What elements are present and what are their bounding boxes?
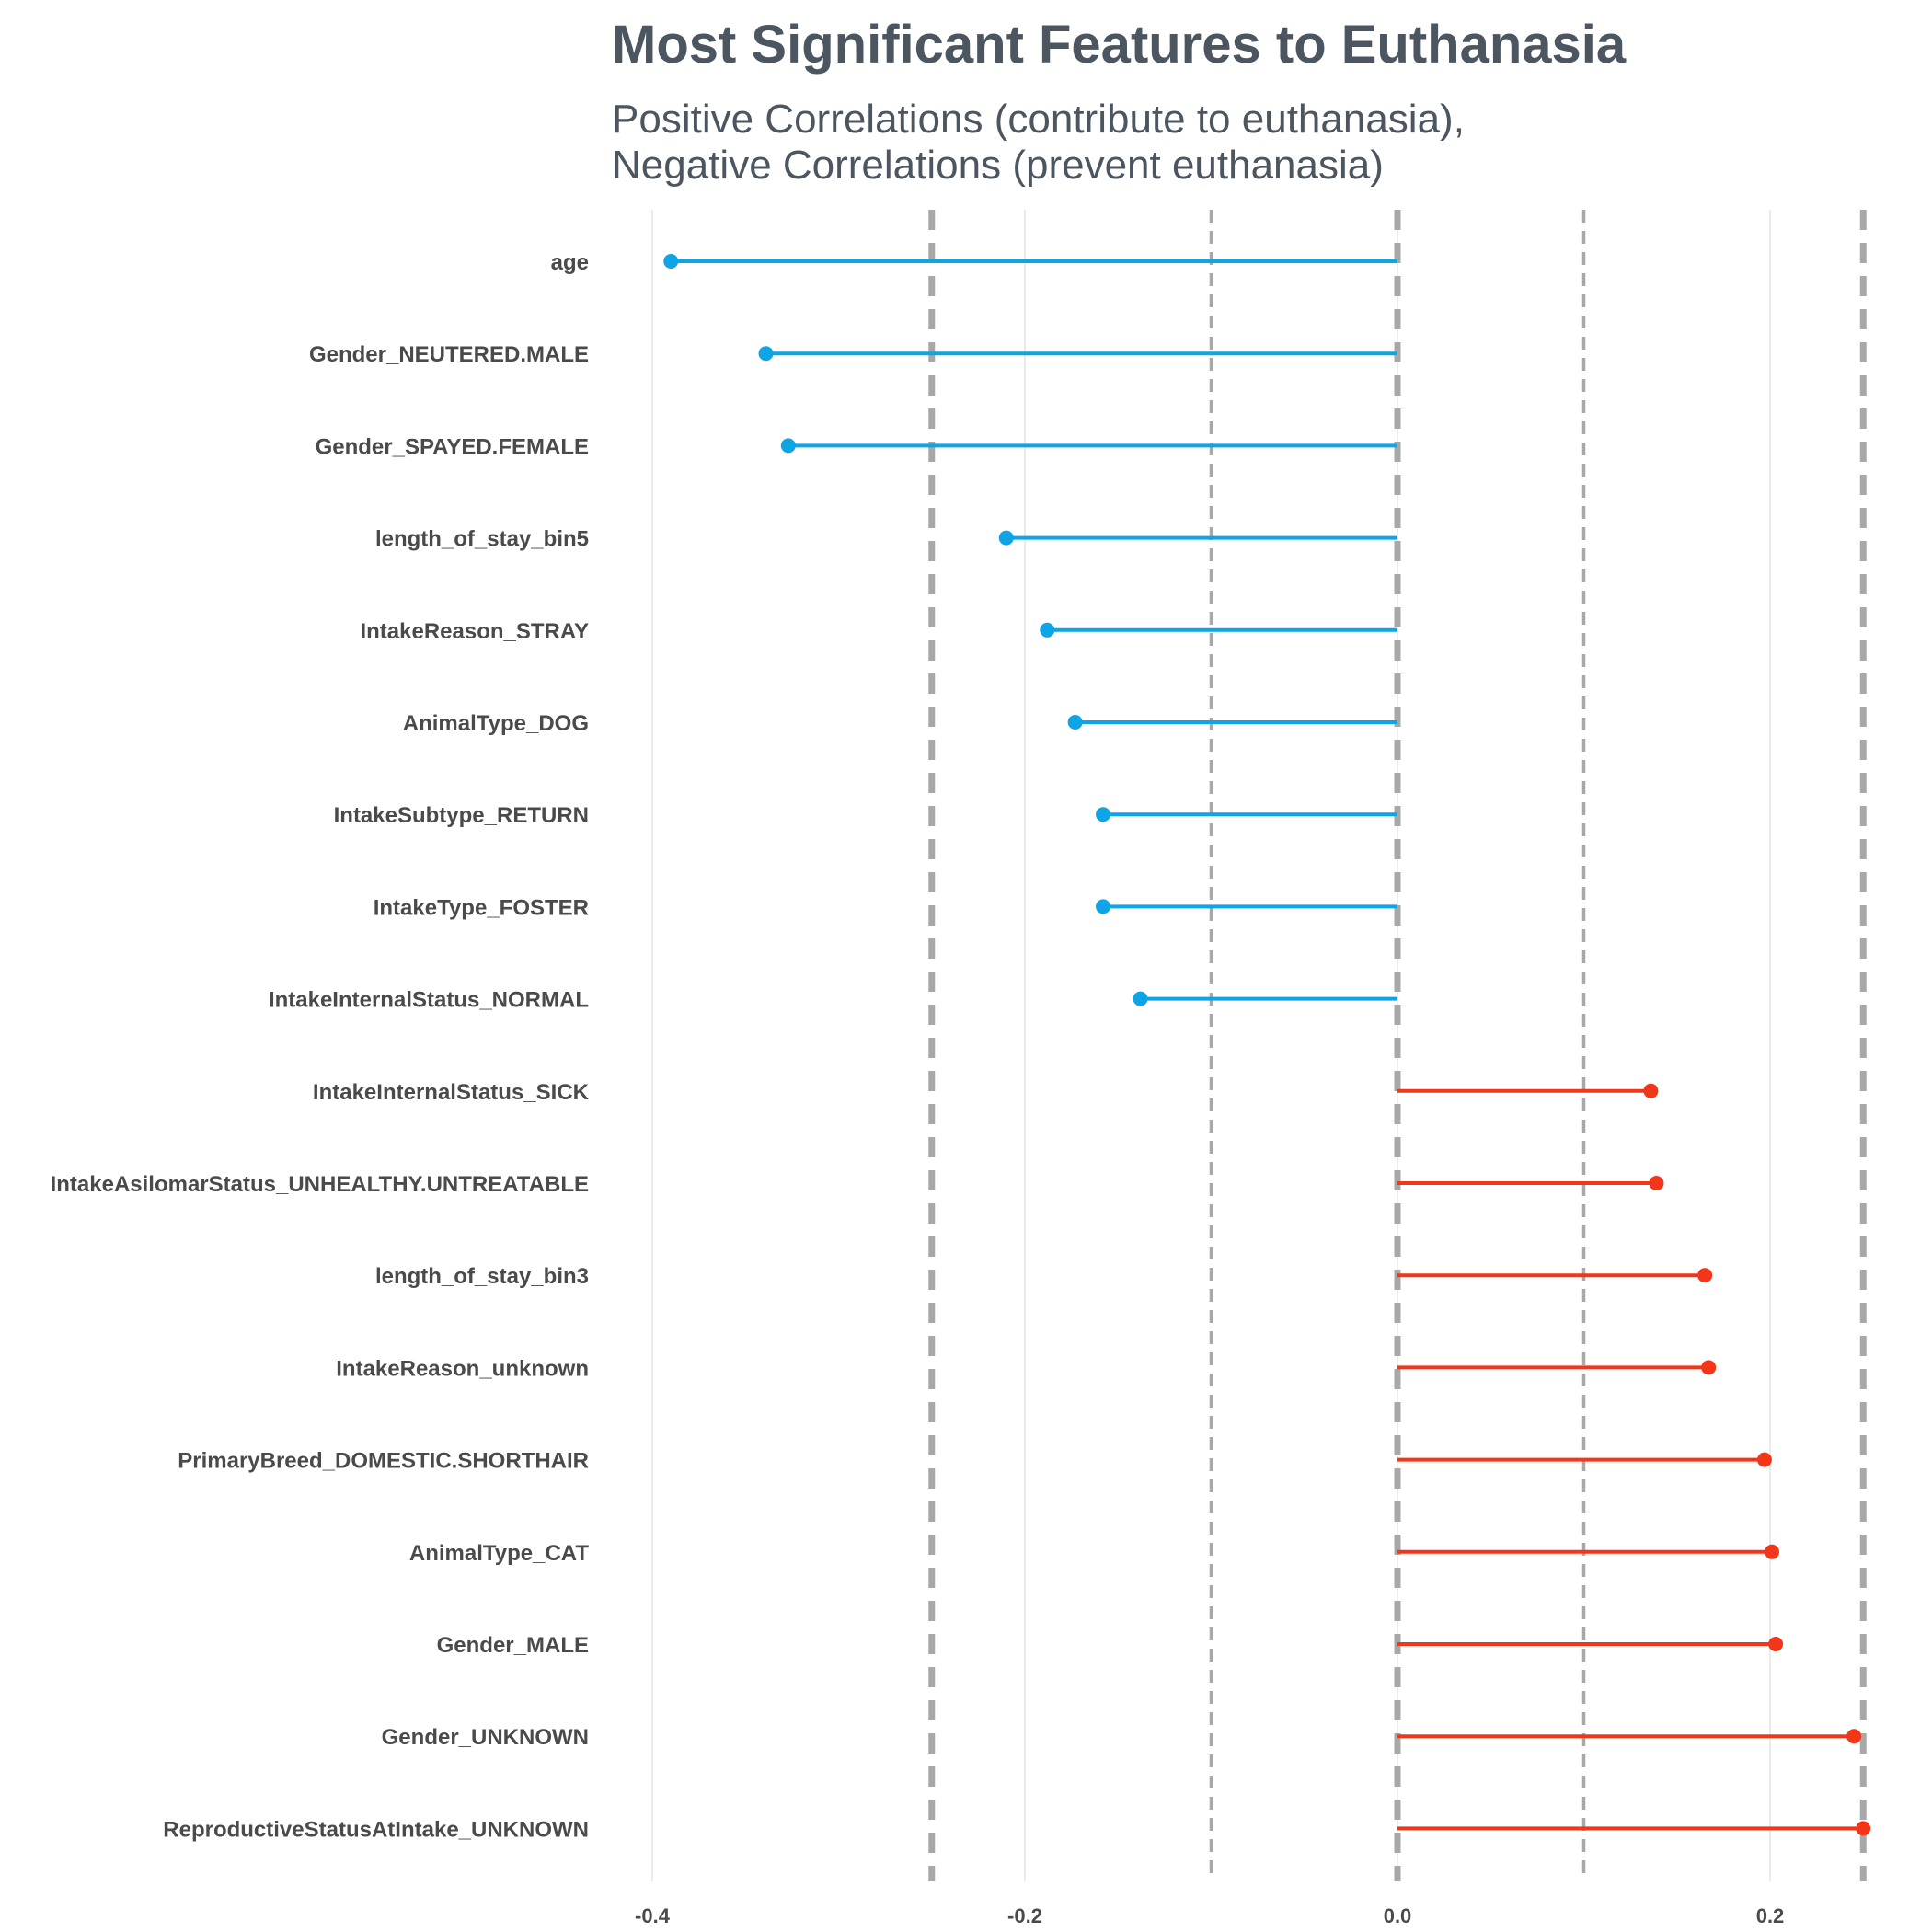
x-tick-label: -0.4 xyxy=(635,1904,671,1927)
lollipop-point xyxy=(663,254,679,269)
category-label: length_of_stay_bin3 xyxy=(375,1264,589,1289)
category-label: IntakeReason_unknown xyxy=(336,1356,589,1381)
plot-area: age Gender_NEUTERED.MALE Gender_SPAYED.FEM… xyxy=(51,210,1871,1927)
lollipop-point xyxy=(998,530,1014,546)
x-tick-label: -0.2 xyxy=(1007,1904,1042,1927)
lollipop-point xyxy=(780,438,796,454)
category-label: IntakeSubtype_RETURN xyxy=(334,803,589,828)
category-label: IntakeInternalStatus_NORMAL xyxy=(269,988,589,1013)
category-label: AnimalType_CAT xyxy=(409,1541,589,1566)
chart-subtitle-line-2: Negative Correlations (prevent euthanasi… xyxy=(612,143,1384,188)
category-label: Gender_NEUTERED.MALE xyxy=(309,342,589,367)
chart-title: Most Significant Features to Euthanasia xyxy=(612,15,1627,75)
lollipop-point xyxy=(1856,1821,1871,1836)
lollipop-point xyxy=(1756,1452,1772,1467)
lollipop-point xyxy=(1133,991,1148,1006)
lollipop-point xyxy=(758,346,774,362)
category-label: IntakeType_FOSTER xyxy=(374,895,589,920)
category-label: IntakeInternalStatus_SICK xyxy=(313,1080,590,1105)
lollipop-point xyxy=(1040,622,1055,638)
lollipop-point xyxy=(1643,1083,1659,1098)
category-label: ReproductiveStatusAtIntake_UNKNOWN xyxy=(163,1817,589,1842)
category-label: AnimalType_DOG xyxy=(403,711,589,736)
x-tick-label: 0.2 xyxy=(1756,1904,1785,1927)
category-label: PrimaryBreed_DOMESTIC.SHORTHAIR xyxy=(178,1449,589,1474)
lollipop-point xyxy=(1701,1360,1717,1375)
lollipop-point xyxy=(1765,1544,1780,1559)
lollipop-point xyxy=(1096,807,1111,822)
lollipop-point xyxy=(1096,899,1111,914)
chart-subtitle-line-1: Positive Correlations (contribute to eut… xyxy=(612,97,1465,142)
lollipop-point xyxy=(1697,1268,1713,1283)
x-tick-label: 0.0 xyxy=(1384,1904,1412,1927)
lollipop-point xyxy=(1067,715,1083,730)
lollipop-point xyxy=(1649,1176,1664,1190)
category-label: IntakeAsilomarStatus_UNHEALTHY.UNTREATAB… xyxy=(51,1172,589,1197)
category-label: Gender_SPAYED.FEMALE xyxy=(316,434,589,459)
category-label: age xyxy=(551,250,589,275)
lollipop-point xyxy=(1768,1637,1784,1651)
category-label: Gender_UNKNOWN xyxy=(382,1725,589,1750)
category-label: Gender_MALE xyxy=(437,1633,589,1658)
lollipop-point xyxy=(1846,1729,1862,1744)
category-label: length_of_stay_bin5 xyxy=(375,527,589,552)
category-label: IntakeReason_STRAY xyxy=(360,619,589,644)
